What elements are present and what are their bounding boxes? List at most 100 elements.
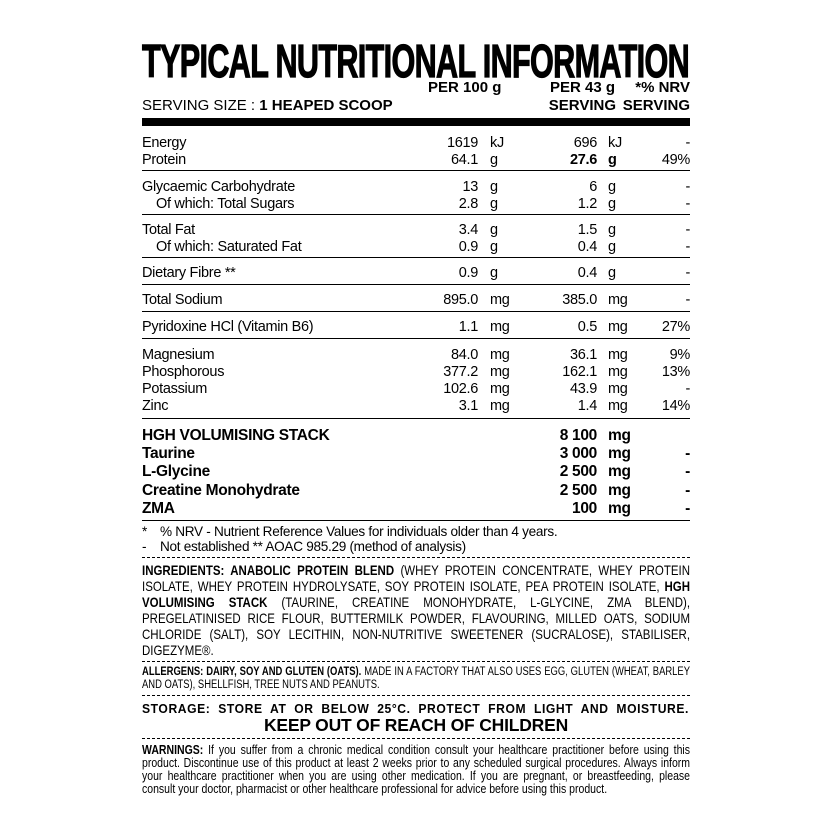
nrv-value: - bbox=[685, 265, 690, 281]
per-serving-value: 0.4 bbox=[577, 239, 598, 255]
per-serving-value: 385.0 bbox=[562, 292, 597, 308]
per-serving-unit: mg bbox=[608, 482, 631, 499]
nrv-value: 14% bbox=[661, 398, 690, 414]
nutrient-name: Dietary Fibre ** bbox=[142, 265, 236, 281]
nrv-value: 9% bbox=[669, 347, 691, 363]
per-100-value: 2.8 bbox=[458, 196, 479, 212]
page-title: TYPICAL NUTRITIONAL INFORMATION bbox=[142, 35, 690, 87]
label-notes: *% NRV - Nutrient Reference Values for i… bbox=[142, 524, 690, 795]
per-serving-unit: mg bbox=[608, 463, 631, 480]
per-serving-value: 1.4 bbox=[577, 398, 598, 414]
per-100-unit: mg bbox=[490, 364, 510, 380]
per-100-value: 84.0 bbox=[450, 347, 478, 363]
per-100-value: 895.0 bbox=[443, 292, 478, 308]
table-row: Phosphorous 377.2 mg 162.1 mg 13% bbox=[142, 364, 690, 381]
table-row: Potassium 102.6 mg 43.9 mg - bbox=[142, 381, 690, 398]
per-100-unit: mg bbox=[490, 381, 510, 397]
header-bar bbox=[142, 118, 690, 126]
stack-row: ZMA 100 mg - bbox=[142, 500, 690, 517]
table-row: Total Sodium 895.0 mg 385.0 mg - bbox=[142, 292, 690, 309]
nutrient-name: Glycaemic Carbohydrate bbox=[142, 179, 295, 195]
per-serving-value: 2 500 bbox=[559, 463, 598, 480]
nutrient-name: Zinc bbox=[142, 398, 169, 414]
nrv-value: - bbox=[685, 482, 690, 499]
per-serving-unit: g bbox=[608, 179, 616, 195]
nrv-value: 27% bbox=[661, 319, 690, 335]
per-serving-value: 6 bbox=[589, 179, 597, 195]
divider bbox=[142, 520, 690, 521]
divider bbox=[142, 695, 690, 696]
per-serving-value: 36.1 bbox=[569, 347, 597, 363]
nutrient-name: Magnesium bbox=[142, 347, 215, 363]
divider bbox=[142, 257, 690, 258]
ingredient-name: Creatine Monohydrate bbox=[142, 482, 300, 499]
nutrient-name: Pyridoxine HCl (Vitamin B6) bbox=[142, 319, 314, 335]
ingredient-name: L-Glycine bbox=[142, 463, 210, 480]
per-100-unit: mg bbox=[490, 398, 510, 414]
divider bbox=[142, 338, 690, 339]
serving-col-header: SERVING bbox=[548, 97, 616, 114]
stack-row: Creatine Monohydrate 2 500 mg - bbox=[142, 482, 690, 499]
nrv-value: 49% bbox=[661, 152, 690, 168]
nutrient-name: Protein bbox=[142, 152, 186, 168]
nrv-value: - bbox=[685, 239, 690, 255]
table-row: Total Fat 3.4 g 1.5 g - bbox=[142, 222, 690, 239]
per-serving-value: 2 500 bbox=[559, 482, 598, 499]
per-serving-unit: mg bbox=[608, 381, 628, 397]
per-serving-value: 1.2 bbox=[577, 196, 598, 212]
serving-size-value: 1 HEAPED SCOOP bbox=[259, 97, 393, 114]
per-serving-unit: g bbox=[608, 239, 616, 255]
per-100-value: 3.4 bbox=[458, 222, 479, 238]
footnote-not-established: - Not established ** AOAC 985.29 (method … bbox=[142, 539, 466, 554]
nutrient-name: Energy bbox=[142, 135, 187, 151]
per-100-value: 0.9 bbox=[458, 239, 479, 255]
per-100-unit: g bbox=[490, 222, 498, 238]
per-100-value: 13 bbox=[462, 179, 478, 195]
nrv-value: - bbox=[685, 292, 690, 308]
nrv-value: 13% bbox=[661, 364, 690, 380]
per-serving-value: 0.4 bbox=[577, 265, 598, 281]
per-serving-value: 27.6 bbox=[569, 152, 597, 168]
per-serving-value: 8 100 bbox=[559, 427, 598, 444]
divider bbox=[142, 284, 690, 285]
per-serving-unit: mg bbox=[608, 427, 631, 444]
per-100-value: 64.1 bbox=[450, 152, 478, 168]
ingredient-name: ZMA bbox=[142, 500, 175, 517]
nrv-value: - bbox=[685, 463, 690, 480]
per-serving-unit: mg bbox=[608, 364, 628, 380]
per-100-unit: mg bbox=[490, 292, 510, 308]
per-serving-value: 100 bbox=[572, 500, 597, 517]
per-serving-unit: mg bbox=[608, 398, 628, 414]
per-100-value: 102.6 bbox=[443, 381, 478, 397]
divider bbox=[142, 170, 690, 171]
per-serving-unit: g bbox=[608, 196, 616, 212]
table-row: Protein 64.1 g 27.6 g 49% bbox=[142, 152, 690, 169]
per-100-unit: kJ bbox=[490, 135, 504, 151]
serving-size-label: SERVING SIZE : bbox=[142, 97, 260, 114]
per-serving-value: 1.5 bbox=[577, 222, 598, 238]
stack-row: L-Glycine 2 500 mg - bbox=[142, 463, 690, 480]
nrv-value: - bbox=[685, 222, 690, 238]
ingredient-name: Taurine bbox=[142, 445, 195, 462]
per-100-unit: g bbox=[490, 239, 498, 255]
divider bbox=[142, 557, 690, 558]
table-row: Of which: Total Sugars 2.8 g 1.2 g - bbox=[142, 196, 690, 213]
nrv-value: - bbox=[685, 196, 690, 212]
nutrient-name: Total Sodium bbox=[142, 292, 223, 308]
divider bbox=[142, 311, 690, 312]
per-serving-unit: mg bbox=[608, 500, 631, 517]
table-row: Of which: Saturated Fat 0.9 g 0.4 g - bbox=[142, 239, 690, 256]
per-serving-value: 0.5 bbox=[577, 319, 598, 335]
per-serving-unit: mg bbox=[608, 292, 628, 308]
per-100-unit: mg bbox=[490, 347, 510, 363]
nutrient-name: Total Fat bbox=[142, 222, 195, 238]
per-serving-unit: mg bbox=[608, 347, 628, 363]
per-serving-value: 3 000 bbox=[559, 445, 598, 462]
warnings: WARNINGS: If you suffer from a chronic m… bbox=[142, 742, 691, 796]
per-100-value: 3.1 bbox=[458, 398, 479, 414]
per-100-value: 0.9 bbox=[458, 265, 479, 281]
table-row: Energy 1619 kJ 696 kJ - bbox=[142, 135, 690, 152]
nrv-value: - bbox=[685, 381, 690, 397]
divider bbox=[142, 661, 690, 662]
allergens: ALLERGENS: DAIRY, SOY AND GLUTEN (OATS).… bbox=[142, 666, 691, 691]
